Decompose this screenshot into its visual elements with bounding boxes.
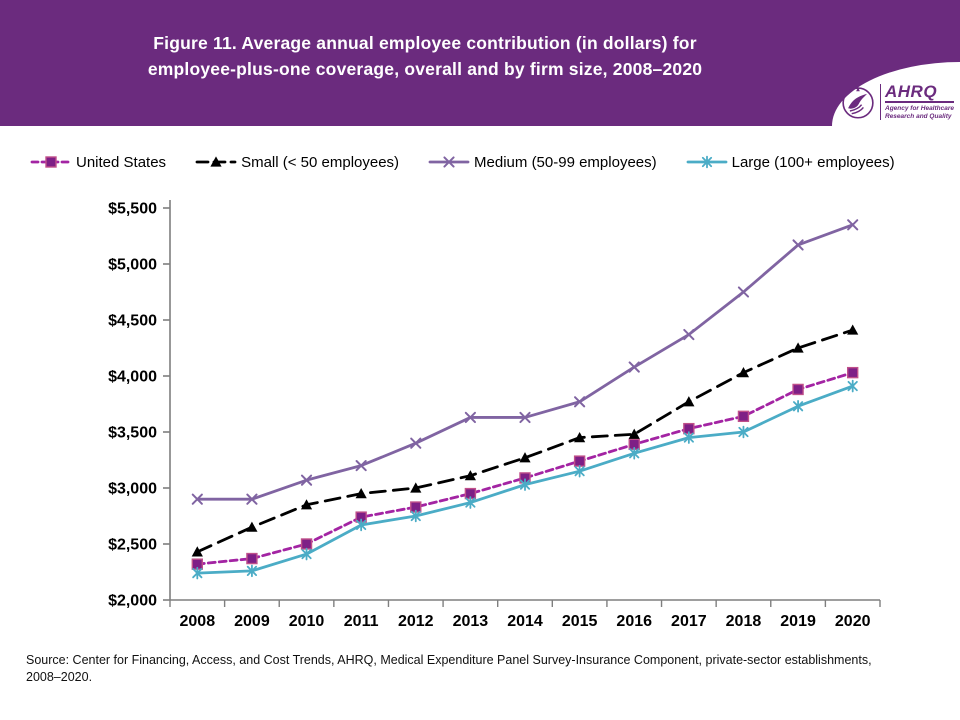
series-line <box>195 328 855 554</box>
y-axis-tick-label: $3,500 <box>108 425 157 442</box>
series-markers <box>191 324 859 557</box>
legend-item: United States <box>30 153 166 171</box>
legend-label: United States <box>76 153 167 171</box>
figure-title-line1: Figure 11. Average annual employee contr… <box>153 33 697 53</box>
square-legend-marker-icon <box>30 156 72 168</box>
hhs-eagle-icon <box>841 86 874 119</box>
x-axis-tick-label: 2016 <box>616 613 652 630</box>
series-line <box>195 371 855 566</box>
y-axis-tick-label: $3,000 <box>108 481 157 498</box>
y-axis-tick-label: $5,000 <box>108 257 157 274</box>
legend-label: Medium (50-99 employees) <box>474 153 657 171</box>
x-axis-tick-label: 2012 <box>398 613 434 630</box>
y-axis-tick-label: $5,500 <box>108 201 157 218</box>
figure-title-line2: employee-plus-one coverage, overall and … <box>147 59 703 80</box>
x-axis-tick-label: 2018 <box>726 613 762 630</box>
series-markers <box>192 379 858 580</box>
x-axis-tick-label: 2015 <box>562 613 598 630</box>
source-note: Source: Center for Financing, Access, an… <box>26 652 941 686</box>
asterisk-legend-marker-icon <box>686 155 728 169</box>
x-axis-tick-label: 2010 <box>289 613 325 630</box>
x-axis-tick-label: 2020 <box>835 613 871 630</box>
x-axis-tick-label: 2009 <box>234 613 270 630</box>
legend-item: Small (< 50 employees) <box>195 153 399 171</box>
line-chart: $2,000 $2,500 $3,000 $3,500 $4,000 $4,500 $5,0… <box>108 200 881 630</box>
source-note-line1: Source: Center for Financing, Access, an… <box>26 653 872 667</box>
y-axis-tick-label: $2,000 <box>108 593 157 610</box>
x-axis-tick-label: 2014 <box>507 613 543 630</box>
chart-area: $2,000 $2,500 $3,000 $3,500 $4,000 $4,500 $5,0… <box>0 185 960 650</box>
logo-divider <box>879 83 881 120</box>
legend-label: Large (100+ employees) <box>731 153 895 171</box>
header-banner: Figure 11. Average annual employee contr… <box>0 0 960 126</box>
legend-label: Small (< 50 employees) <box>241 153 400 171</box>
triangle-legend-marker-icon <box>195 156 237 167</box>
y-axis-tick-label: $4,000 <box>108 369 157 386</box>
x-axis-tick-label: 2011 <box>344 613 379 630</box>
ahrq-wordmark: AHRQ <box>885 83 954 103</box>
series-markers <box>191 219 859 505</box>
y-axis-tick-label: $2,500 <box>108 537 157 554</box>
ahrq-logo: AHRQ Agency for Healthcare Research and … <box>832 62 960 126</box>
x-axis-tick-label: 2017 <box>671 613 707 630</box>
figure-title: Figure 11. Average annual employee contr… <box>0 30 850 83</box>
legend-item: Medium (50-99 employees) <box>428 153 657 171</box>
y-axis-tick-label: $4,500 <box>108 313 157 330</box>
x-axis-tick-label: 2013 <box>453 613 489 630</box>
ahrq-tagline: Agency for Healthcare Research and Quali… <box>885 104 954 120</box>
source-note-line2: 2008–2020. <box>26 669 93 684</box>
chart-legend: United States Small (< 50 employees) Mediu… <box>0 148 960 176</box>
x-axis-tick-label: 2019 <box>780 613 816 630</box>
x-axis-tick-label: 2008 <box>180 613 216 630</box>
legend-item: Large (100+ employees) <box>686 153 895 171</box>
series-markers <box>191 366 859 570</box>
x-legend-marker-icon <box>428 156 470 168</box>
